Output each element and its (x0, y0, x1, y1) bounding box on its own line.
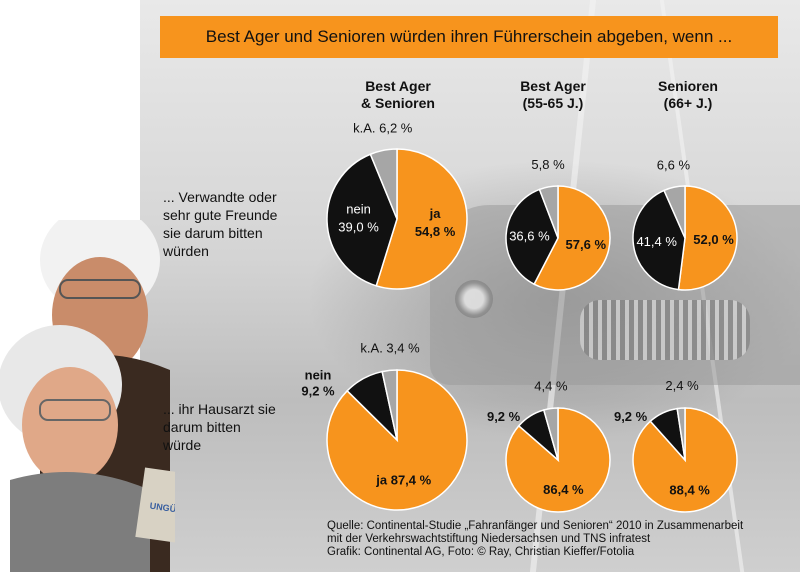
pie-label-nein: 9,2 % (487, 409, 521, 424)
column-header-all: Best Ager & Senioren (323, 78, 473, 112)
pie-slice-ka (381, 369, 398, 441)
pie-slice-nein (326, 153, 398, 287)
column-header-line: (66+ J.) (663, 95, 713, 111)
pie-slice-ka (538, 185, 559, 239)
row-label-relatives: ... Verwandte oder sehr gute Freunde sie… (163, 188, 318, 260)
footer-line: Grafik: Continental AG, Foto: © Ray, Chr… (327, 546, 635, 558)
row-label-line: ... Verwandte oder (163, 189, 277, 205)
row-label-line: sehr gute Freunde (163, 207, 278, 223)
pie-value-label: 86,4 % (543, 482, 584, 497)
footer-line: Quelle: Continental-Studie „Fahranfänger… (327, 520, 744, 532)
pie-value-label: k.A. 3,4 % (360, 340, 420, 355)
pie-label-ka: 6,6 % (657, 157, 691, 172)
pie-slice-ja (375, 148, 468, 290)
pie-slice-nein (505, 188, 559, 286)
pie-label-nein: nein 39,0 % (338, 202, 379, 235)
pie-value-label: 52,0 % (693, 232, 734, 247)
pie-label-ja: 88,4 % (669, 482, 710, 497)
pie-value-label: 6,6 % (657, 157, 691, 172)
column-header-line: Best Ager (365, 78, 431, 94)
pie-value-label: 36,6 % (509, 228, 550, 243)
pie-label-ja: 57,6 % (566, 237, 607, 252)
chart-title: Best Ager und Senioren würden ihren Führ… (160, 16, 778, 58)
source-footer: Quelle: Continental-Studie „Fahranfänger… (327, 520, 797, 559)
column-header-line: (55-65 J.) (522, 95, 584, 111)
pie-slice-ka (369, 148, 398, 220)
pie-slice-ja (677, 185, 738, 291)
pie-value-label: 9,2 % (487, 409, 521, 424)
row-label-line: sie darum bitten (163, 225, 263, 241)
pie-slice-ka (663, 185, 686, 239)
pie-slice-ja (533, 185, 611, 291)
pie-value-label: 2,4 % (665, 378, 699, 393)
row-label-doctor: ... ihr Hausarzt sie darum bitten würde (163, 400, 318, 454)
row-label-line: ... ihr Hausarzt sie (163, 401, 276, 417)
pie-label-ja: 52,0 % (693, 232, 734, 247)
pie-value-label: 88,4 % (669, 482, 710, 497)
pie-label-ka: 5,8 % (531, 157, 565, 172)
column-header-line: Senioren (658, 78, 718, 94)
pie-label-nein: 41,4 % (636, 234, 677, 249)
pie-value-label: 57,6 % (566, 237, 607, 252)
column-header-best-ager: Best Ager (55-65 J.) (478, 78, 628, 112)
pie-label-ja: ja 54,8 % (415, 206, 456, 239)
column-header-senioren: Senioren (66+ J.) (613, 78, 763, 112)
column-header-line: Best Ager (520, 78, 586, 94)
row-label-line: würde (163, 437, 202, 453)
pie-label-nein: 36,6 % (509, 228, 550, 243)
row-label-line: darum bitten (163, 419, 241, 435)
pie-value-label: 4,4 % (534, 379, 568, 394)
pie-category-label: nein (305, 368, 332, 383)
pie-label-ka: k.A. 3,4 % (360, 340, 420, 355)
pie-slice-ka (676, 407, 686, 461)
pie-value-label: 9,2 % (614, 409, 648, 424)
pie-label-ka: 4,4 % (534, 379, 568, 394)
seniors-photo: UNGÜLTIG (0, 220, 175, 572)
pie-value-label: 9,2 % (301, 384, 335, 399)
pie-label-ja: 86,4 % (543, 482, 584, 497)
pie-value-label: 41,4 % (636, 234, 677, 249)
pie-label-ka: k.A. 6,2 % (353, 121, 413, 136)
pie-label-ka: 2,4 % (665, 378, 699, 393)
pie-category-label: ja (429, 206, 442, 221)
pie-value-label: 5,8 % (531, 157, 565, 172)
pie-value-label: 54,8 % (415, 224, 456, 239)
pie-label-nein: 9,2 % (614, 409, 648, 424)
pie-slice-ka (542, 407, 559, 461)
pie-value-label: ja 87,4 % (375, 473, 431, 488)
column-header-line: & Senioren (361, 95, 435, 111)
pie-slice-nein (632, 189, 686, 291)
pie-label-ja: ja 87,4 % (375, 473, 431, 488)
row-label-line: würden (163, 243, 209, 259)
footer-line: mit der Verkehrswachtstiftung Niedersach… (327, 533, 651, 545)
pie-value-label: k.A. 6,2 % (353, 121, 413, 136)
pie-value-label: 39,0 % (338, 220, 379, 235)
pie-category-label: nein (346, 202, 371, 217)
